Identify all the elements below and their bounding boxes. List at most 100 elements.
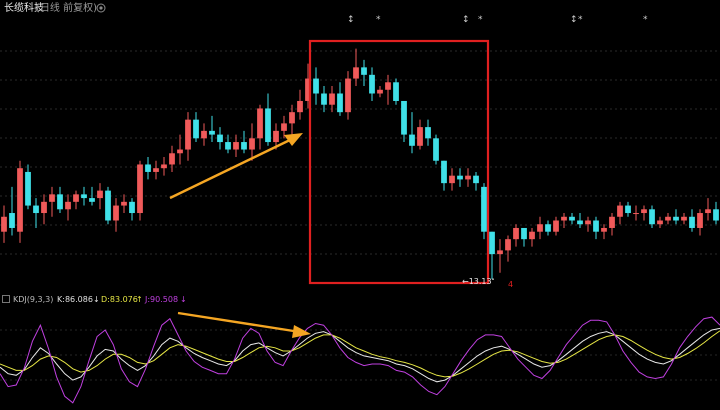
candle[interactable]	[97, 183, 103, 210]
candle[interactable]	[697, 209, 703, 236]
candle[interactable]	[89, 186, 95, 206]
candle[interactable]	[481, 183, 487, 240]
candle[interactable]	[209, 115, 215, 143]
candle[interactable]	[353, 48, 359, 87]
candle[interactable]	[265, 93, 271, 146]
candle[interactable]	[177, 134, 183, 165]
candle[interactable]	[385, 74, 391, 105]
candle[interactable]	[537, 216, 543, 240]
candle[interactable]	[105, 186, 111, 225]
candle[interactable]	[577, 213, 583, 228]
candle[interactable]	[393, 78, 399, 105]
candle[interactable]	[529, 227, 535, 247]
candle[interactable]	[169, 145, 175, 172]
candle[interactable]	[689, 209, 695, 232]
candle[interactable]	[297, 89, 303, 120]
candle[interactable]	[185, 112, 191, 161]
candle[interactable]	[625, 201, 631, 217]
candle[interactable]	[713, 201, 719, 225]
candle[interactable]	[665, 213, 671, 225]
event-marker[interactable]: ↕	[570, 15, 578, 25]
candle[interactable]	[113, 198, 119, 232]
candle[interactable]	[273, 123, 279, 150]
event-marker[interactable]: *	[478, 15, 483, 25]
event-marker[interactable]: *	[578, 15, 583, 25]
gear-icon[interactable]	[96, 3, 106, 13]
candle[interactable]	[633, 205, 639, 221]
candle[interactable]	[657, 216, 663, 228]
candle[interactable]	[9, 186, 15, 236]
candle[interactable]	[377, 86, 383, 98]
candle[interactable]	[505, 235, 511, 262]
candle[interactable]	[513, 224, 519, 247]
event-marker[interactable]: *	[643, 15, 648, 25]
candle[interactable]	[545, 220, 551, 236]
candle[interactable]	[417, 119, 423, 150]
candle[interactable]	[81, 186, 87, 206]
candle[interactable]	[449, 168, 455, 191]
candle[interactable]	[201, 123, 207, 146]
candle[interactable]	[337, 82, 343, 116]
candle[interactable]	[145, 157, 151, 180]
candle[interactable]	[361, 59, 367, 87]
stock-name[interactable]: 长缆科技	[4, 3, 44, 14]
candle[interactable]	[129, 198, 135, 221]
candle[interactable]	[369, 67, 375, 101]
candle[interactable]	[153, 160, 159, 180]
candle[interactable]	[257, 104, 263, 150]
candle[interactable]	[553, 216, 559, 236]
candle[interactable]	[585, 216, 591, 232]
indicator-toggle-icon[interactable]	[2, 295, 10, 303]
candle[interactable]	[705, 198, 711, 221]
candle[interactable]	[601, 224, 607, 240]
candle[interactable]	[569, 213, 575, 225]
candle[interactable]	[1, 205, 7, 243]
candle[interactable]	[681, 213, 687, 225]
period-label[interactable]: (日线 前复权)	[36, 3, 97, 14]
candle[interactable]	[249, 123, 255, 161]
candle[interactable]	[57, 186, 63, 214]
kdj-indicator-name[interactable]: KDJ(9,3,3)	[13, 295, 54, 304]
candle[interactable]	[33, 198, 39, 228]
candle[interactable]	[225, 134, 231, 154]
candle[interactable]	[281, 115, 287, 139]
candle[interactable]	[233, 134, 239, 157]
candle[interactable]	[217, 127, 223, 150]
candle[interactable]	[73, 190, 79, 210]
candle[interactable]	[673, 209, 679, 225]
candle[interactable]	[617, 201, 623, 225]
event-marker[interactable]: ↕	[347, 15, 355, 25]
candle[interactable]	[65, 194, 71, 221]
candle[interactable]	[241, 130, 247, 154]
candle[interactable]	[313, 67, 319, 105]
candle[interactable]	[329, 86, 335, 113]
candle[interactable]	[441, 160, 447, 191]
candle[interactable]	[289, 104, 295, 135]
candle[interactable]	[161, 157, 167, 176]
candle[interactable]	[401, 100, 407, 143]
candle[interactable]	[49, 186, 55, 217]
candle[interactable]	[25, 164, 31, 210]
candle[interactable]	[649, 205, 655, 228]
candle[interactable]	[193, 112, 199, 143]
candle[interactable]	[121, 194, 127, 214]
candle[interactable]	[465, 168, 471, 187]
event-marker[interactable]: ↕	[462, 15, 470, 25]
candle[interactable]	[409, 112, 415, 154]
candle[interactable]	[561, 213, 567, 228]
candle[interactable]	[593, 216, 599, 240]
candle[interactable]	[497, 239, 503, 273]
candle[interactable]	[609, 213, 615, 236]
event-marker[interactable]: *	[376, 15, 381, 25]
candle[interactable]	[641, 205, 647, 221]
candle[interactable]	[321, 86, 327, 113]
candle[interactable]	[473, 171, 479, 191]
candle[interactable]	[433, 134, 439, 165]
candle[interactable]	[425, 119, 431, 146]
candle[interactable]	[457, 168, 463, 187]
candlestick-chart[interactable]: ←13.13 4	[0, 22, 720, 290]
candle[interactable]	[305, 63, 311, 109]
candle[interactable]	[41, 194, 47, 225]
candle[interactable]	[489, 231, 495, 280]
candle[interactable]	[521, 227, 527, 247]
